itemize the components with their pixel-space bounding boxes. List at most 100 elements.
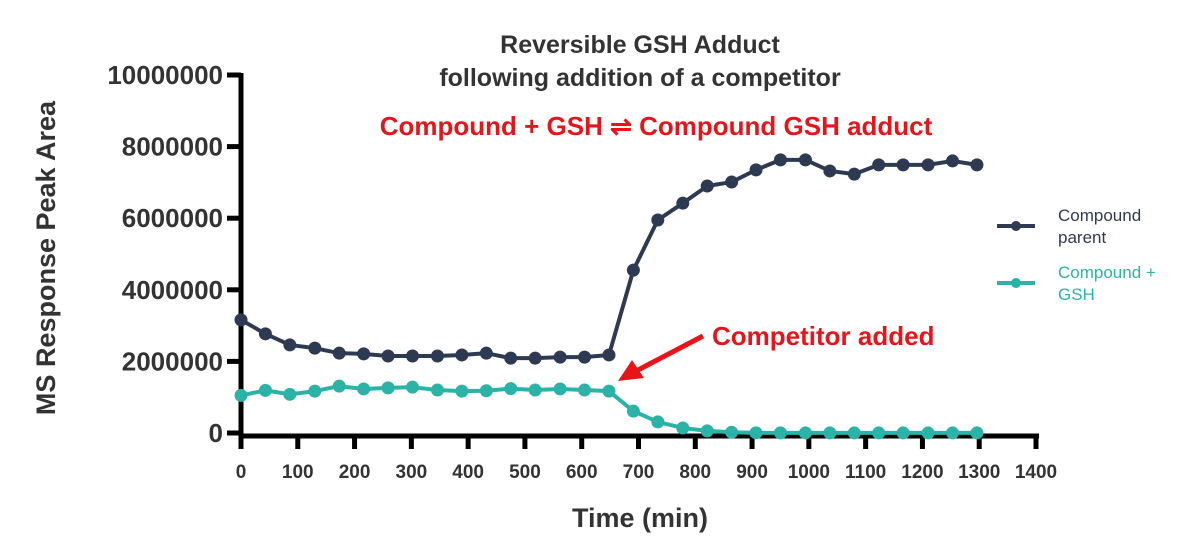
data-point [504, 382, 518, 396]
legend: Compound parent Compound + GSH [997, 206, 1156, 304]
data-point [357, 347, 371, 361]
data-point [528, 383, 542, 397]
legend-item-compound-parent: Compound parent [997, 206, 1141, 247]
y-tick-label: 10000000 [107, 60, 223, 90]
x-tick-label: 900 [736, 462, 768, 483]
data-point [258, 383, 272, 397]
x-axis: 0 100 200 300 400 500 600 700 800 900 1000 1100 1200… [236, 433, 1057, 483]
data-point [553, 350, 567, 364]
x-tick-label: 1400 [1015, 462, 1057, 483]
legend-label: parent [1058, 228, 1106, 247]
data-point [528, 351, 542, 365]
data-point [332, 379, 346, 393]
data-point [626, 404, 640, 418]
data-point [946, 426, 960, 440]
data-point [405, 349, 419, 363]
data-point [234, 313, 248, 327]
data-point [602, 384, 616, 398]
chart-title: Reversible GSH Adduct [500, 31, 780, 59]
data-point [700, 424, 714, 438]
data-point [872, 158, 886, 172]
x-tick-label: 800 [679, 462, 711, 483]
x-tick-label: 1100 [845, 462, 886, 483]
data-point [749, 426, 763, 440]
series-1 [234, 379, 984, 440]
data-point [479, 346, 493, 360]
data-point [970, 158, 984, 172]
data-point [921, 426, 935, 440]
data-point [626, 263, 640, 277]
data-point [676, 196, 690, 210]
arrow-head-icon [618, 360, 644, 381]
data-point [725, 175, 739, 189]
y-tick-label: 4000000 [122, 275, 223, 305]
y-tick-label: 2000000 [122, 346, 223, 376]
data-point [725, 425, 739, 439]
legend-marker-icon [1011, 278, 1021, 288]
data-point [308, 341, 322, 355]
data-point [676, 421, 690, 435]
data-point [847, 426, 861, 440]
data-point [823, 164, 837, 178]
data-point [823, 426, 837, 440]
data-point [381, 381, 395, 395]
data-point [651, 415, 665, 429]
data-point [872, 426, 886, 440]
data-point [308, 384, 322, 398]
legend-label: Compound + [1058, 263, 1156, 282]
data-point [405, 380, 419, 394]
y-tick-label: 0 [209, 418, 223, 448]
data-point [700, 179, 714, 193]
data-point [847, 167, 861, 181]
x-tick-label: 700 [623, 462, 655, 483]
data-point [430, 349, 444, 363]
data-point [896, 158, 910, 172]
data-point [381, 349, 395, 363]
data-point [896, 426, 910, 440]
x-tick-label: 600 [566, 462, 598, 483]
data-point [946, 154, 960, 168]
legend-label: Compound [1058, 206, 1141, 225]
data-point [773, 426, 787, 440]
data-point [970, 426, 984, 440]
competitor-annotation: Competitor added [618, 321, 934, 381]
data-point [283, 387, 297, 401]
x-tick-label: 0 [236, 462, 247, 483]
y-tick-label: 6000000 [122, 203, 223, 233]
data-point [749, 163, 763, 177]
chart-titles: Reversible GSH Adduct following addition… [380, 31, 933, 141]
data-point [479, 384, 493, 398]
legend-marker-icon [1011, 221, 1021, 231]
x-tick-label: 1000 [788, 462, 830, 483]
data-point [283, 338, 297, 352]
data-point [602, 348, 616, 362]
data-point [578, 383, 592, 397]
data-point [455, 384, 469, 398]
data-point [455, 348, 469, 362]
legend-label: GSH [1058, 285, 1095, 304]
data-point [773, 153, 787, 167]
x-tick-label: 1200 [901, 462, 943, 483]
y-axis: 0 2000000 4000000 6000000 8000000 10000000 [107, 60, 244, 448]
data-point [578, 350, 592, 364]
data-point [357, 382, 371, 396]
data-point [798, 426, 812, 440]
data-point [332, 346, 346, 360]
chart-subtitle: following addition of a competitor [439, 64, 841, 92]
data-point [651, 213, 665, 227]
series-0 [234, 153, 984, 365]
data-point [921, 158, 935, 172]
y-axis-label: MS Response Peak Area [31, 100, 61, 415]
data-point [234, 388, 248, 402]
x-tick-label: 400 [452, 462, 484, 483]
data-point [430, 383, 444, 397]
reaction-equation: Compound + GSH ⇌ Compound GSH adduct [380, 111, 933, 141]
x-tick-label: 500 [509, 462, 541, 483]
legend-item-compound-gsh: Compound + GSH [997, 263, 1156, 304]
data-point [258, 327, 272, 341]
x-tick-label: 200 [339, 462, 371, 483]
y-tick-label: 8000000 [122, 132, 223, 162]
data-point [504, 351, 518, 365]
series-lines [234, 153, 984, 440]
